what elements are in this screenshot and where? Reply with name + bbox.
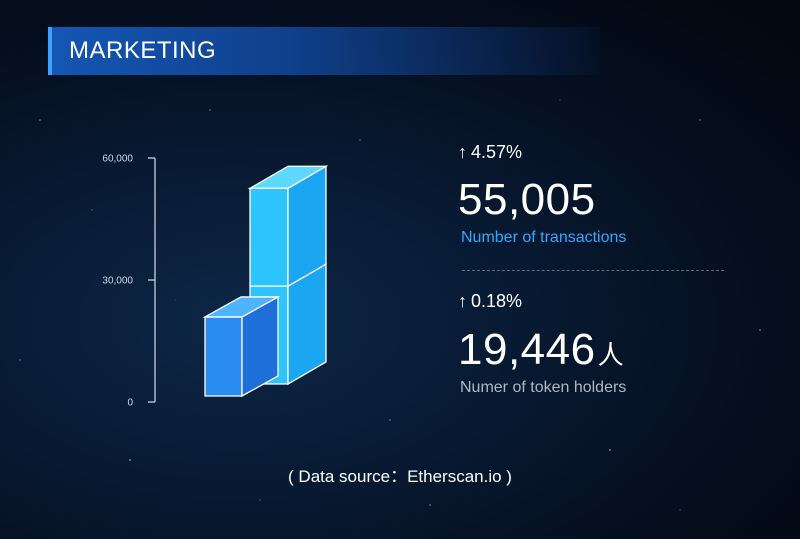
stat-holders: ↑ 0.18%	[458, 291, 522, 312]
stat-transactions: ↑ 4.57%	[458, 142, 522, 163]
y-axis: 0 30,000 60,000	[102, 154, 155, 409]
value-transactions: 55,005	[458, 175, 596, 225]
bar-holders	[205, 297, 278, 396]
y-tick-label: 0	[127, 398, 133, 409]
data-source: ( Data source：Etherscan.io )	[0, 462, 800, 487]
cube-front	[250, 188, 288, 286]
y-tick-label: 30,000	[102, 276, 133, 287]
divider	[462, 270, 724, 271]
label-holders: Numer of token holders	[460, 379, 626, 397]
value-holders: 19,446人	[458, 325, 624, 375]
bars	[205, 166, 326, 396]
arrow-up-icon: ↑	[458, 291, 467, 311]
cube-front	[205, 317, 242, 396]
y-tick-label: 60,000	[102, 154, 133, 165]
label-transactions: Number of transactions	[461, 229, 626, 247]
arrow-up-icon: ↑	[458, 142, 467, 162]
change-holders: ↑ 0.18%	[458, 291, 522, 312]
change-transactions: ↑ 4.57%	[458, 142, 522, 163]
